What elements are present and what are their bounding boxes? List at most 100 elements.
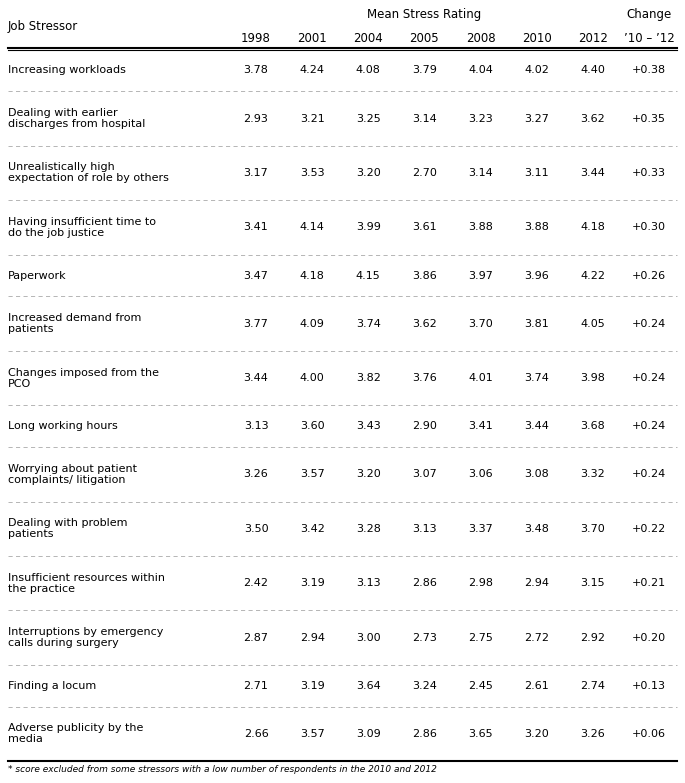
Text: 3.14: 3.14 (412, 114, 437, 124)
Text: 3.76: 3.76 (412, 373, 437, 383)
Text: 3.61: 3.61 (412, 222, 437, 233)
Text: 2.61: 2.61 (524, 680, 549, 691)
Text: Dealing with earlier: Dealing with earlier (8, 108, 118, 118)
Text: 2.86: 2.86 (412, 578, 437, 588)
Text: 3.44: 3.44 (244, 373, 269, 383)
Text: 2.87: 2.87 (244, 633, 269, 643)
Text: +0.33: +0.33 (632, 168, 666, 178)
Text: +0.24: +0.24 (632, 319, 666, 329)
Text: 3.07: 3.07 (412, 469, 437, 479)
Text: do the job justice: do the job justice (8, 228, 104, 238)
Text: 2010: 2010 (522, 32, 551, 45)
Text: * score excluded from some stressors with a low number of respondents in the 201: * score excluded from some stressors wit… (8, 765, 437, 774)
Text: 3.99: 3.99 (356, 222, 381, 233)
Text: 2008: 2008 (466, 32, 495, 45)
Text: 4.08: 4.08 (356, 66, 381, 75)
Text: Paperwork: Paperwork (8, 270, 66, 280)
Text: 3.37: 3.37 (468, 524, 493, 534)
Text: 3.97: 3.97 (468, 270, 493, 280)
Text: calls during surgery: calls during surgery (8, 638, 119, 648)
Text: 2.42: 2.42 (244, 578, 269, 588)
Text: 4.09: 4.09 (300, 319, 325, 329)
Text: +0.06: +0.06 (632, 729, 666, 739)
Text: 3.14: 3.14 (468, 168, 493, 178)
Text: 3.70: 3.70 (580, 524, 605, 534)
Text: Changes imposed from the: Changes imposed from the (8, 367, 159, 377)
Text: 2012: 2012 (578, 32, 608, 45)
Text: 3.70: 3.70 (468, 319, 493, 329)
Text: 3.48: 3.48 (524, 524, 549, 534)
Text: 4.18: 4.18 (580, 222, 606, 233)
Text: 3.50: 3.50 (244, 524, 269, 534)
Text: +0.13: +0.13 (632, 680, 666, 691)
Text: 2.93: 2.93 (244, 114, 269, 124)
Text: 2.98: 2.98 (468, 578, 493, 588)
Text: 4.18: 4.18 (300, 270, 325, 280)
Text: 3.77: 3.77 (244, 319, 269, 329)
Text: 2.94: 2.94 (524, 578, 549, 588)
Text: 3.62: 3.62 (412, 319, 437, 329)
Text: 3.28: 3.28 (356, 524, 381, 534)
Text: 3.26: 3.26 (580, 729, 605, 739)
Text: Finding a locum: Finding a locum (8, 680, 97, 691)
Text: Change: Change (626, 8, 671, 21)
Text: +0.24: +0.24 (632, 469, 666, 479)
Text: Dealing with problem: Dealing with problem (8, 518, 127, 529)
Text: +0.30: +0.30 (632, 222, 666, 233)
Text: 3.17: 3.17 (244, 168, 269, 178)
Text: complaints/ litigation: complaints/ litigation (8, 474, 125, 485)
Text: patients: patients (8, 529, 53, 539)
Text: 3.11: 3.11 (525, 168, 549, 178)
Text: 3.06: 3.06 (469, 469, 493, 479)
Text: media: media (8, 734, 43, 745)
Text: 3.68: 3.68 (580, 421, 605, 431)
Text: 2.94: 2.94 (299, 633, 325, 643)
Text: expectation of role by others: expectation of role by others (8, 174, 169, 183)
Text: 2.66: 2.66 (244, 729, 269, 739)
Text: 4.40: 4.40 (580, 66, 606, 75)
Text: 3.32: 3.32 (580, 469, 605, 479)
Text: +0.24: +0.24 (632, 373, 666, 383)
Text: Long working hours: Long working hours (8, 421, 118, 431)
Text: 3.25: 3.25 (356, 114, 381, 124)
Text: 3.19: 3.19 (300, 578, 325, 588)
Text: 3.19: 3.19 (300, 680, 325, 691)
Text: 3.82: 3.82 (356, 373, 381, 383)
Text: 3.20: 3.20 (356, 168, 381, 178)
Text: 3.23: 3.23 (468, 114, 493, 124)
Text: 3.79: 3.79 (412, 66, 437, 75)
Text: Interruptions by emergency: Interruptions by emergency (8, 627, 164, 637)
Text: 4.14: 4.14 (300, 222, 325, 233)
Text: 3.62: 3.62 (580, 114, 605, 124)
Text: 2.90: 2.90 (412, 421, 437, 431)
Text: Increased demand from: Increased demand from (8, 313, 141, 323)
Text: 3.21: 3.21 (300, 114, 325, 124)
Text: the practice: the practice (8, 583, 75, 594)
Text: 2001: 2001 (297, 32, 327, 45)
Text: 3.20: 3.20 (524, 729, 549, 739)
Text: patients: patients (8, 324, 53, 334)
Text: 2.86: 2.86 (412, 729, 437, 739)
Text: 2.72: 2.72 (524, 633, 549, 643)
Text: 4.00: 4.00 (300, 373, 325, 383)
Text: 2.45: 2.45 (468, 680, 493, 691)
Text: Unrealistically high: Unrealistically high (8, 162, 115, 172)
Text: 3.57: 3.57 (300, 469, 325, 479)
Text: 3.65: 3.65 (469, 729, 493, 739)
Text: +0.26: +0.26 (632, 270, 666, 280)
Text: 4.22: 4.22 (580, 270, 606, 280)
Text: 3.57: 3.57 (300, 729, 325, 739)
Text: 3.42: 3.42 (300, 524, 325, 534)
Text: +0.21: +0.21 (632, 578, 666, 588)
Text: +0.22: +0.22 (632, 524, 666, 534)
Text: 3.13: 3.13 (412, 524, 437, 534)
Text: Increasing workloads: Increasing workloads (8, 66, 126, 75)
Text: 3.00: 3.00 (356, 633, 381, 643)
Text: 2005: 2005 (410, 32, 439, 45)
Text: 3.47: 3.47 (244, 270, 269, 280)
Text: Having insufficient time to: Having insufficient time to (8, 217, 156, 227)
Text: 3.44: 3.44 (524, 421, 549, 431)
Text: 4.04: 4.04 (468, 66, 493, 75)
Text: 4.05: 4.05 (580, 319, 605, 329)
Text: 1998: 1998 (241, 32, 271, 45)
